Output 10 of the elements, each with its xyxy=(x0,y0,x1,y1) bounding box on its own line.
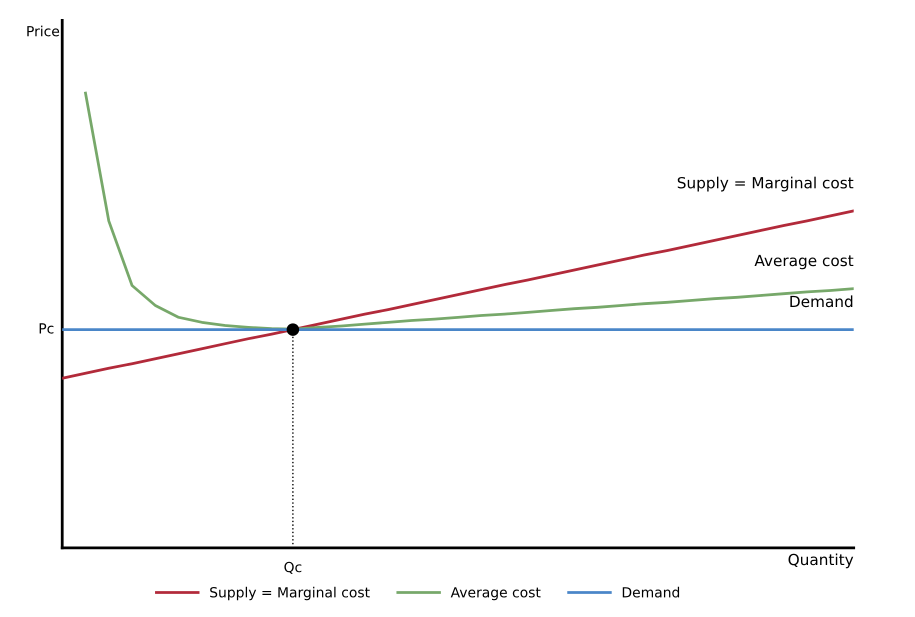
annotation: Demand xyxy=(790,295,852,308)
y-axis-title: Price xyxy=(27,26,60,36)
annotation: Average cost xyxy=(754,254,854,270)
legend-label: Supply = Marginal cost xyxy=(210,586,370,600)
text: Qc xyxy=(284,562,302,574)
annotation: Supply = Marginal cost xyxy=(678,176,854,192)
x-axis-title: Quantity xyxy=(788,553,854,568)
text: Pc xyxy=(40,323,54,334)
legend-label: Demand xyxy=(622,586,680,598)
legend-label: Average cost xyxy=(450,587,541,600)
